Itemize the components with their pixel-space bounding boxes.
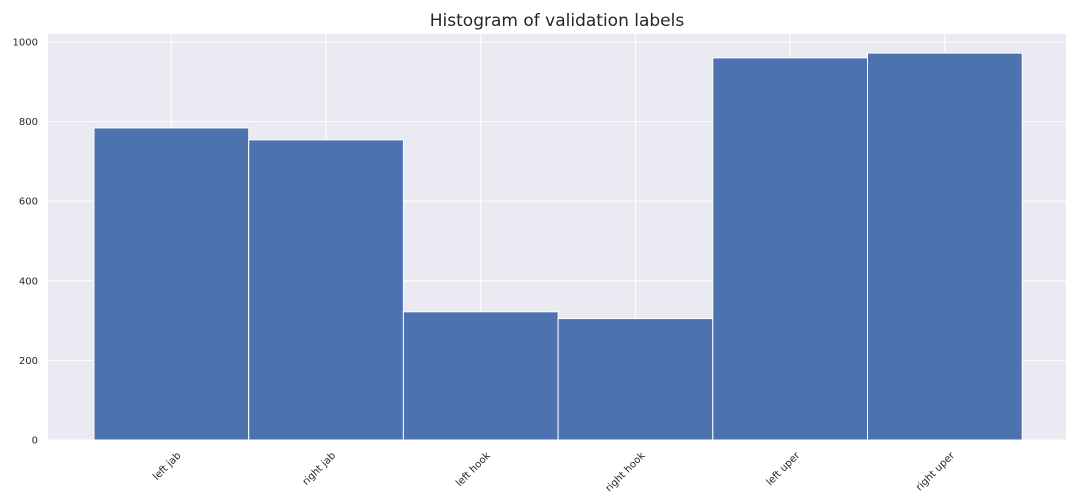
- x-tick-label: left uper: [765, 450, 803, 488]
- bar-right-uper: [867, 52, 1023, 441]
- y-tick-label: 0: [32, 436, 38, 447]
- y-axis-ticks: 0 200 400 600 800 1000: [13, 37, 38, 446]
- x-tick-label: right hook: [604, 450, 648, 494]
- y-tick-label: 1000: [13, 37, 38, 48]
- y-tick-label: 400: [19, 276, 38, 287]
- bars: [93, 52, 1023, 441]
- y-tick-label: 800: [19, 117, 38, 128]
- bar-left-hook: [402, 311, 559, 441]
- y-tick-label: 200: [19, 356, 38, 367]
- bar-right-hook: [557, 318, 714, 441]
- x-tick-label: right jab: [301, 450, 338, 487]
- bar-left-uper: [712, 57, 868, 441]
- y-tick-label: 600: [19, 197, 38, 208]
- x-tick-label: left jab: [151, 450, 183, 482]
- chart-title: Histogram of validation labels: [430, 11, 685, 31]
- x-axis-ticks: left jab right jab left hook right hook left…: [151, 450, 957, 495]
- x-tick-label: left hook: [454, 450, 493, 489]
- bar-left-jab: [93, 127, 250, 441]
- bar-right-jab: [248, 139, 404, 441]
- x-tick-label: right uper: [914, 450, 957, 493]
